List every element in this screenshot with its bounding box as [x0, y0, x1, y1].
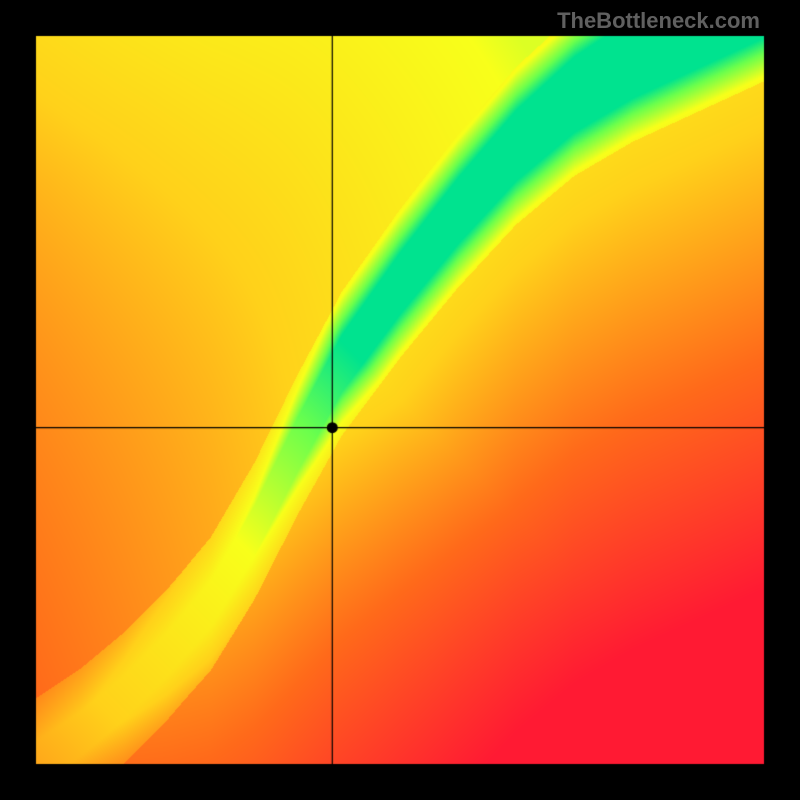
bottleneck-heatmap [0, 0, 800, 800]
watermark-text: TheBottleneck.com [557, 8, 760, 34]
chart-container: TheBottleneck.com [0, 0, 800, 800]
